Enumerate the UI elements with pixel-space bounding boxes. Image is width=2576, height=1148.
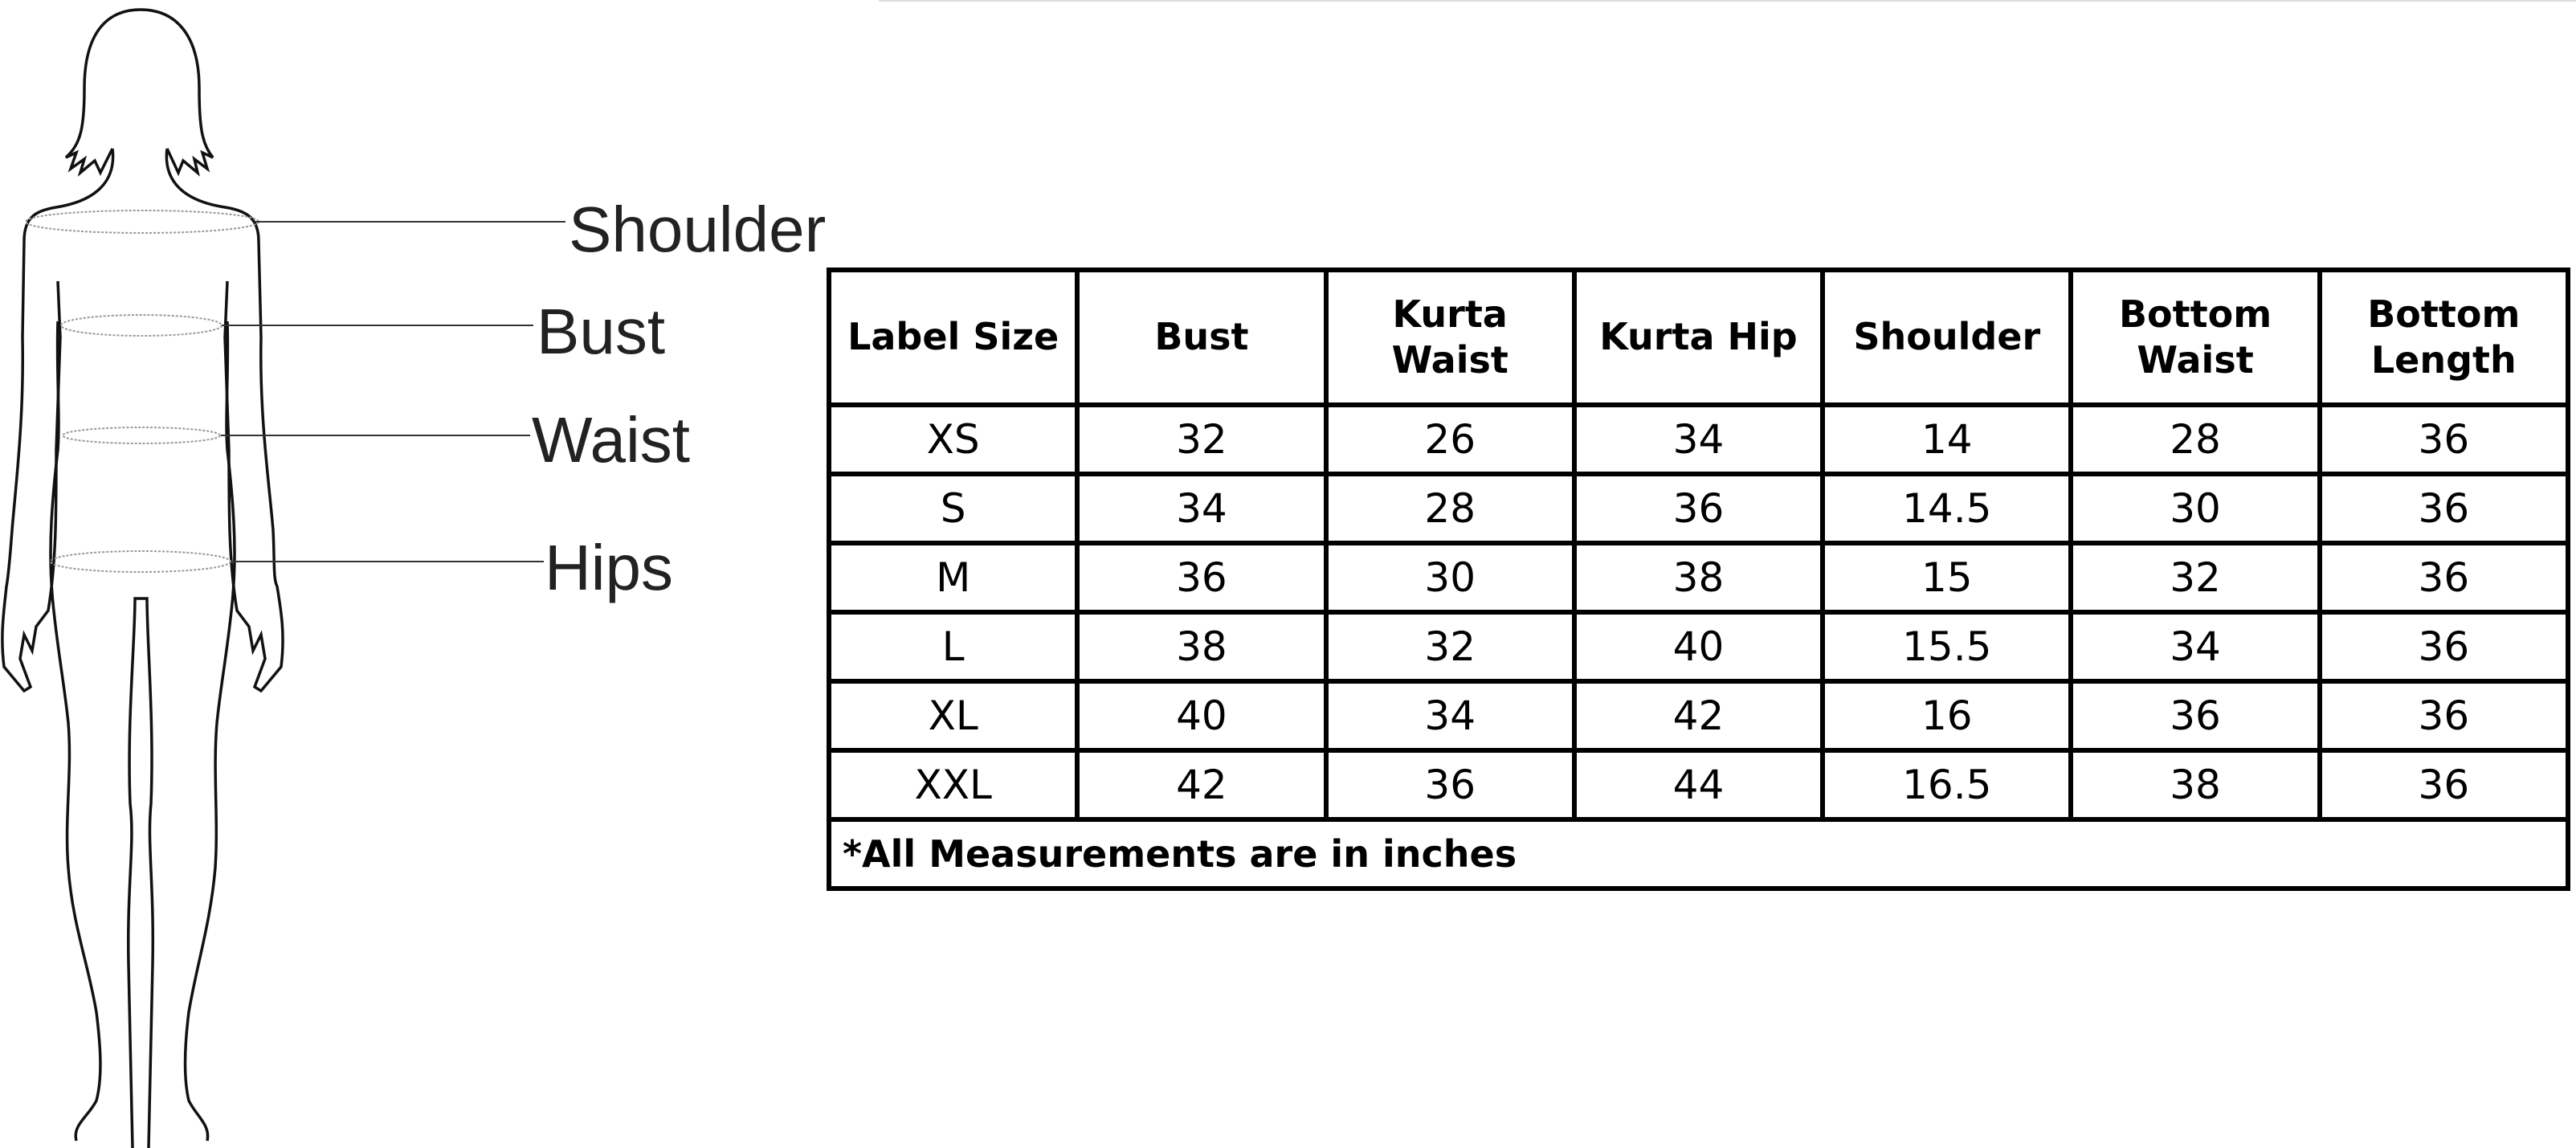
column-header: Kurta Hip: [1571, 268, 1826, 407]
size-label-cell: S: [826, 472, 1080, 545]
column-header: Label Size: [826, 268, 1080, 407]
inner-legs-outline: [127, 597, 155, 1148]
measurement-cell: 32: [1323, 610, 1577, 684]
shoulder-measure-ring: [25, 210, 259, 234]
measurement-cell: 42: [1075, 748, 1329, 822]
hair-outline: [64, 8, 141, 178]
measurement-cell: 34: [2068, 610, 2322, 684]
measurement-cell: 30: [1323, 541, 1577, 615]
size-chart-table: Label Size Bust Kurta Waist Kurta Hip Should…: [826, 268, 2571, 891]
table-row: M 36 30 38 15 32 36: [826, 541, 2571, 615]
size-label-cell: M: [826, 541, 1080, 615]
right-side-outline: [165, 148, 284, 693]
shoulder-label: Shoulder: [569, 194, 827, 265]
waist-measure-ring: [62, 427, 221, 444]
measurement-cell: 28: [2068, 402, 2322, 476]
column-header: Bottom Waist: [2068, 268, 2322, 407]
measurement-cell: 38: [1571, 541, 1826, 615]
column-header: Shoulder: [1820, 268, 2074, 407]
hips-label: Hips: [545, 532, 674, 603]
size-label-cell: XL: [826, 679, 1080, 753]
footnote-row: *All Measurements are in inches: [827, 817, 2570, 891]
table-row: S 34 28 36 14.5 30 36: [826, 472, 2571, 545]
table-row: XS 32 26 34 14 28 36: [826, 402, 2571, 476]
measurement-cell: 26: [1323, 402, 1577, 476]
measurement-cell: 44: [1571, 748, 1826, 822]
measurement-cell: 16.5: [1820, 748, 2074, 822]
measurement-cell: 40: [1075, 679, 1329, 753]
measurement-cell: 14: [1820, 402, 2074, 476]
bust-measure-ring: [60, 314, 222, 337]
table-row: L 38 32 40 15.5 34 36: [826, 610, 2571, 684]
measurement-cell: 36: [2317, 679, 2571, 753]
measurement-cell: 34: [1323, 679, 1577, 753]
column-header: Bottom Length: [2317, 268, 2571, 407]
measurement-cell: 14.5: [1820, 472, 2074, 545]
measurement-cell: 34: [1571, 402, 1826, 476]
measurement-cell: 34: [1075, 472, 1329, 545]
measurement-cell: 36: [2317, 402, 2571, 476]
measurement-cell: 38: [2068, 748, 2322, 822]
measurement-cell: 15.5: [1820, 610, 2074, 684]
size-label-cell: XXL: [826, 748, 1080, 822]
measurement-cell: 16: [1820, 679, 2074, 753]
header-row: Label Size Bust Kurta Waist Kurta Hip Should…: [826, 268, 2571, 407]
measurement-cell: 40: [1571, 610, 1826, 684]
size-label-cell: L: [826, 610, 1080, 684]
column-header: Bust: [1075, 268, 1329, 407]
measurement-cell: 36: [1571, 472, 1826, 545]
table-row: XL 40 34 42 16 36 36: [826, 679, 2571, 753]
hips-measure-ring: [50, 550, 231, 573]
measurement-cell: 32: [2068, 541, 2322, 615]
measurement-cell: 36: [1323, 748, 1577, 822]
left-leg-outline: [49, 321, 102, 1142]
measurement-cell: 36: [2317, 610, 2571, 684]
right-leg-outline: [183, 321, 236, 1142]
measurement-cell: 32: [1075, 402, 1329, 476]
measurement-cell: 36: [2317, 748, 2571, 822]
table-row: XXL 42 36 44 16.5 38 36: [826, 748, 2571, 822]
size-label-cell: XS: [826, 402, 1080, 476]
body-measurement-figure: [1, 8, 565, 1148]
hair-outline-right: [140, 8, 214, 177]
footnote: *All Measurements are in inches: [827, 817, 2570, 891]
bust-label: Bust: [537, 296, 666, 367]
column-header: Kurta Waist: [1323, 268, 1577, 407]
measurement-cell: 36: [2317, 472, 2571, 545]
measurement-cell: 36: [2317, 541, 2571, 615]
measurement-cell: 36: [2068, 679, 2322, 753]
measurement-cell: 38: [1075, 610, 1329, 684]
measurement-cell: 30: [2068, 472, 2322, 545]
top-divider: [879, 0, 2576, 2]
measurement-cell: 28: [1323, 472, 1577, 545]
waist-label: Waist: [532, 404, 691, 476]
measurement-cell: 36: [1075, 541, 1329, 615]
measurement-cell: 42: [1571, 679, 1826, 753]
measurement-cell: 15: [1820, 541, 2074, 615]
